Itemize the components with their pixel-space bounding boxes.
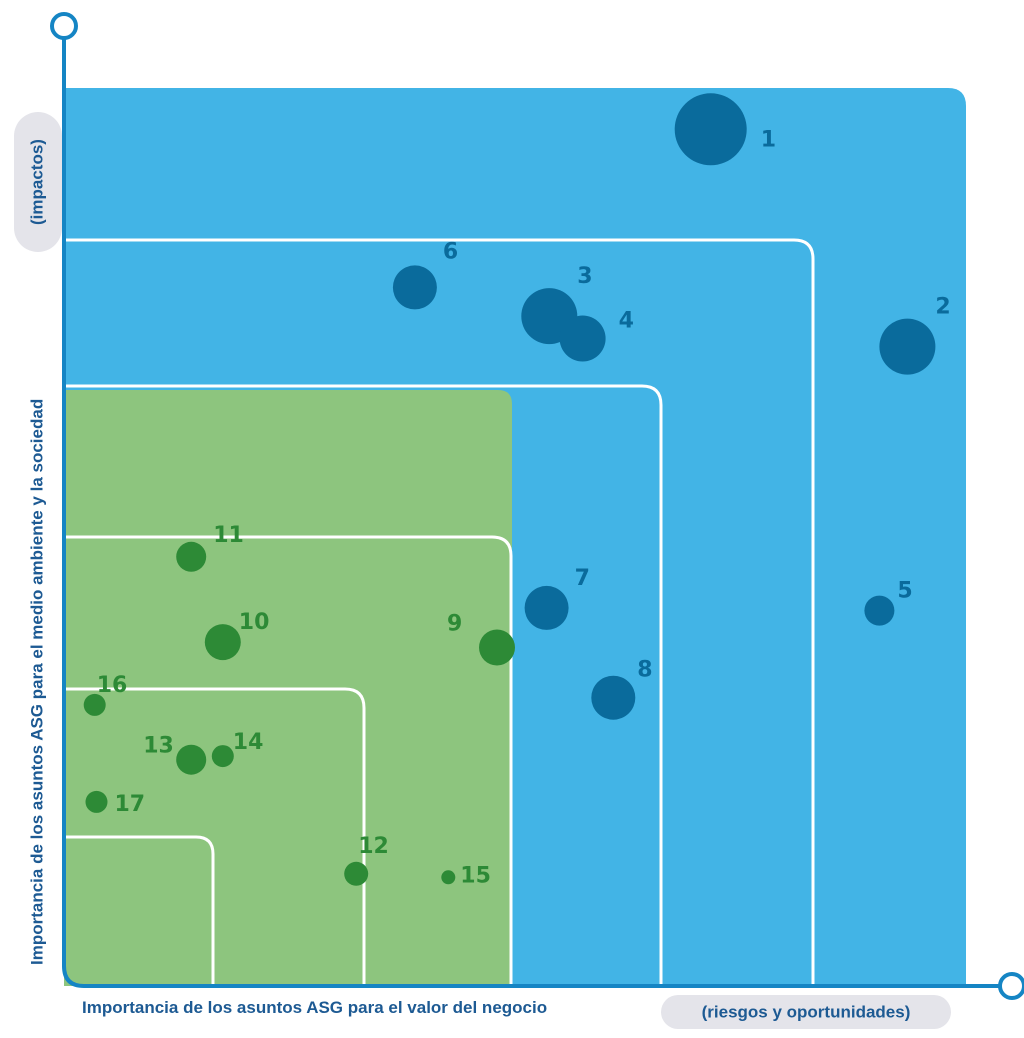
x-axis-note: (riesgos y oportunidades) — [702, 1002, 911, 1021]
point-label-13: 13 — [143, 734, 174, 759]
point-label-11: 11 — [213, 523, 244, 548]
axis-line — [62, 38, 1000, 988]
point-10 — [204, 624, 241, 661]
point-label-10: 10 — [239, 610, 270, 635]
threshold-line — [64, 835, 215, 986]
x-axis-note-pill — [661, 995, 951, 1029]
point-5 — [864, 595, 895, 626]
point-17 — [85, 790, 108, 813]
point-6 — [392, 265, 437, 310]
point-13 — [176, 744, 207, 775]
point-1 — [674, 93, 747, 166]
y-axis-end-icon — [50, 12, 78, 40]
x-axis-label: Importancia de los asuntos ASG para el v… — [82, 998, 547, 1017]
point-7 — [524, 585, 569, 630]
point-label-16: 16 — [97, 673, 128, 698]
point-label-17: 17 — [115, 792, 146, 817]
point-label-8: 8 — [637, 658, 652, 683]
y-axis-title: Importancia de los asuntos ASG para el m… — [14, 112, 62, 965]
y-axis-label: Importancia de los asuntos ASG para el m… — [27, 399, 46, 965]
y-axis-note-pill — [14, 112, 62, 252]
x-axis-title: Importancia de los asuntos ASG para el v… — [82, 995, 951, 1029]
threshold-line — [64, 687, 366, 986]
point-label-14: 14 — [233, 730, 264, 755]
point-label-7: 7 — [575, 566, 590, 591]
point-2 — [879, 318, 936, 375]
threshold-line — [64, 238, 815, 986]
point-label-5: 5 — [897, 579, 912, 604]
point-label-2: 2 — [935, 295, 950, 320]
threshold-line — [64, 535, 513, 986]
point-8 — [591, 675, 636, 720]
point-label-15: 15 — [460, 863, 491, 888]
point-4 — [559, 315, 606, 362]
point-label-3: 3 — [577, 264, 592, 289]
point-14 — [211, 745, 234, 768]
point-16 — [83, 693, 106, 716]
point-label-6: 6 — [443, 239, 458, 264]
point-label-12: 12 — [358, 834, 389, 859]
y-axis-note: (impactos) — [27, 139, 46, 225]
x-axis-end-icon — [998, 972, 1024, 1000]
point-12 — [344, 861, 369, 886]
point-9 — [479, 629, 515, 666]
point-11 — [176, 541, 207, 572]
point-label-1: 1 — [761, 127, 776, 152]
axes — [50, 12, 1024, 1000]
points-layer — [83, 93, 936, 886]
point-15 — [441, 870, 456, 885]
threshold-line — [64, 384, 663, 986]
point-label-4: 4 — [619, 309, 634, 334]
point-label-9: 9 — [447, 612, 462, 637]
threshold-lines — [64, 238, 815, 986]
